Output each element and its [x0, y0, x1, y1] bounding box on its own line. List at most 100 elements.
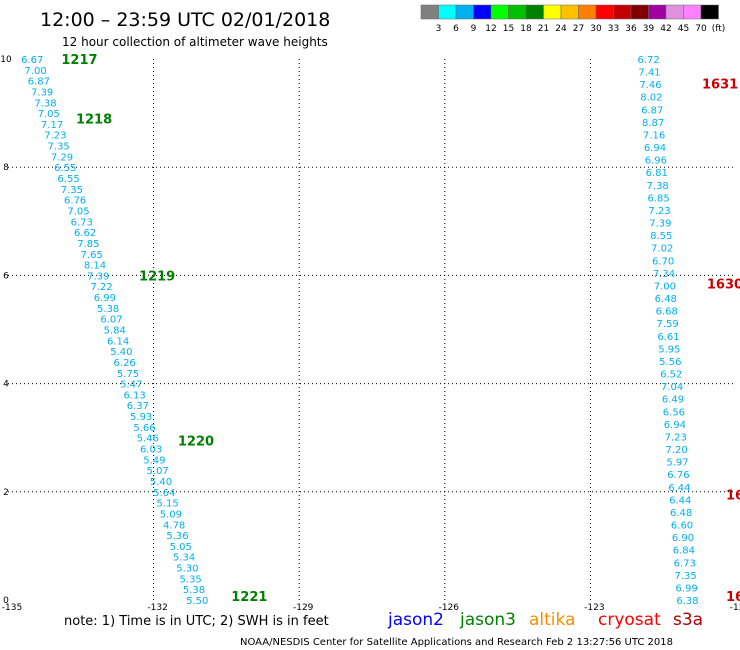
wave-height-value: 6.99	[94, 293, 116, 304]
satellite-name-jason2: jason2	[387, 610, 444, 630]
wave-height-value: 5.56	[659, 357, 681, 368]
wave-height-value: 5.64	[153, 488, 175, 499]
satellite-name-jason3: jason3	[459, 610, 516, 630]
colorbar-label: 27	[573, 24, 584, 34]
colorbar-label: 18	[520, 24, 532, 34]
wave-height-value: 6.56	[663, 407, 685, 418]
wave-height-value: 6.73	[674, 558, 696, 569]
wave-height-value: 5.93	[130, 412, 152, 423]
wave-height-value: 5.38	[183, 585, 205, 596]
wave-height-points: 6.677.006.877.397.387.057.177.237.357.29…	[21, 55, 698, 607]
wave-height-value: 7.65	[81, 250, 103, 261]
wave-height-value: 6.14	[107, 336, 129, 347]
wave-height-value: 6.62	[74, 228, 96, 239]
wave-height-value: 6.96	[645, 156, 667, 167]
colorbar-swatch	[595, 4, 614, 20]
wave-height-value: 6.03	[140, 445, 162, 456]
wave-height-value: 6.61	[657, 332, 679, 343]
colorbar-label: 6	[453, 24, 459, 34]
wave-height-value: 6.55	[57, 174, 79, 185]
x-tick-label: -132	[147, 603, 167, 613]
wave-height-value: 6.48	[655, 294, 677, 305]
colorbar-swatch	[613, 4, 632, 20]
plot-grid	[8, 59, 736, 600]
colorbar-label: (ft)	[712, 24, 726, 34]
colorbar-swatch	[525, 4, 544, 20]
wave-height-value: 7.00	[654, 281, 676, 292]
colorbar-swatch	[455, 4, 474, 20]
footer-note: note: 1) Time is in UTC; 2) SWH is in fe…	[64, 614, 329, 629]
wave-height-value: 7.85	[77, 239, 99, 250]
pass-time-label: 1217	[61, 53, 97, 68]
wave-height-value: 7.38	[647, 181, 669, 192]
wave-height-value: 7.23	[44, 131, 66, 142]
wave-height-value: 7.23	[648, 206, 670, 217]
wave-height-value: 6.85	[647, 193, 669, 204]
pass-time-label: 1219	[139, 269, 175, 284]
colorbar-label: 45	[678, 24, 689, 34]
colorbar-swatch	[420, 4, 439, 20]
colorbar-label: 9	[471, 24, 477, 34]
wave-height-value: 7.35	[61, 185, 83, 196]
wave-height-value: 5.40	[110, 347, 132, 358]
wave-height-value: 7.05	[38, 109, 60, 120]
wave-height-value: 5.09	[160, 509, 182, 520]
wave-height-value: 6.99	[675, 583, 697, 594]
chart-subtitle: 12 hour collection of altimeter wave hei…	[62, 35, 328, 49]
wave-height-value: 5.07	[147, 466, 169, 477]
colorbar-swatch	[648, 4, 667, 20]
wave-height-value: 6.49	[662, 395, 684, 406]
x-tick-label: -135	[2, 603, 22, 613]
colorbar-label: 15	[503, 24, 514, 34]
wave-height-value: 6.87	[28, 77, 50, 88]
wave-height-value: 6.67	[21, 55, 43, 66]
wave-height-value: 7.23	[665, 432, 687, 443]
wave-height-value: 6.44	[668, 483, 690, 494]
wave-height-value: 8.87	[642, 118, 664, 129]
colorbar-label: 30	[590, 24, 602, 34]
wave-height-value: 4.78	[163, 520, 185, 531]
y-tick-label: 4	[3, 380, 9, 390]
wave-height-value: 5.36	[166, 531, 188, 542]
pass-time-labels: 1217 1218 1219 1220 1221 1631 1630 162 16	[61, 53, 740, 605]
wave-height-value: 7.59	[656, 319, 678, 330]
wave-height-value: 5.66	[133, 423, 155, 434]
wave-height-value: 5.49	[143, 455, 165, 466]
x-tick-label: -129	[293, 603, 314, 613]
wave-height-value: 5.30	[176, 564, 198, 575]
colorbar-swatch	[700, 4, 719, 20]
y-tick-label: 6	[3, 271, 9, 281]
wave-height-value: 7.17	[41, 120, 63, 131]
wave-height-value: 5.38	[97, 304, 119, 315]
pass-time-label: 162	[726, 489, 740, 504]
wave-height-value: 7.04	[661, 382, 683, 393]
colorbar-swatch	[683, 4, 702, 20]
wave-height-value: 6.60	[671, 521, 693, 532]
satellite-name-cryosat: cryosat	[598, 610, 661, 630]
colorbar-label: 24	[555, 24, 567, 34]
wave-height-value: 6.07	[100, 315, 122, 326]
wave-height-value: 7.16	[643, 130, 665, 141]
wave-height-value: 5.40	[150, 477, 172, 488]
wave-height-value: 6.76	[667, 470, 689, 481]
wave-height-value: 6.94	[664, 420, 686, 431]
y-tick-label: 10	[0, 55, 12, 65]
colorbar-swatch	[665, 4, 684, 20]
wave-height-value: 7.20	[665, 445, 687, 456]
wave-height-value: 6.38	[676, 596, 698, 607]
wave-height-value: 8.02	[640, 93, 662, 104]
wave-height-value: 7.35	[48, 142, 70, 153]
wave-height-value: 5.95	[658, 344, 680, 355]
colorbar-label: 3	[436, 24, 442, 34]
wave-height-value: 7.38	[34, 98, 56, 109]
wave-height-value: 5.15	[156, 499, 178, 510]
wave-height-value: 7.35	[675, 571, 697, 582]
wave-height-value: 8.14	[84, 261, 106, 272]
colorbar-label: 42	[660, 24, 671, 34]
colorbar-swatch	[490, 4, 509, 20]
colorbar-swatch	[543, 4, 562, 20]
wave-height-value: 6.70	[652, 256, 674, 267]
wave-height-value: 5.35	[180, 574, 202, 585]
colorbar-label: 70	[695, 24, 707, 34]
x-tick-label: -120	[730, 603, 740, 613]
